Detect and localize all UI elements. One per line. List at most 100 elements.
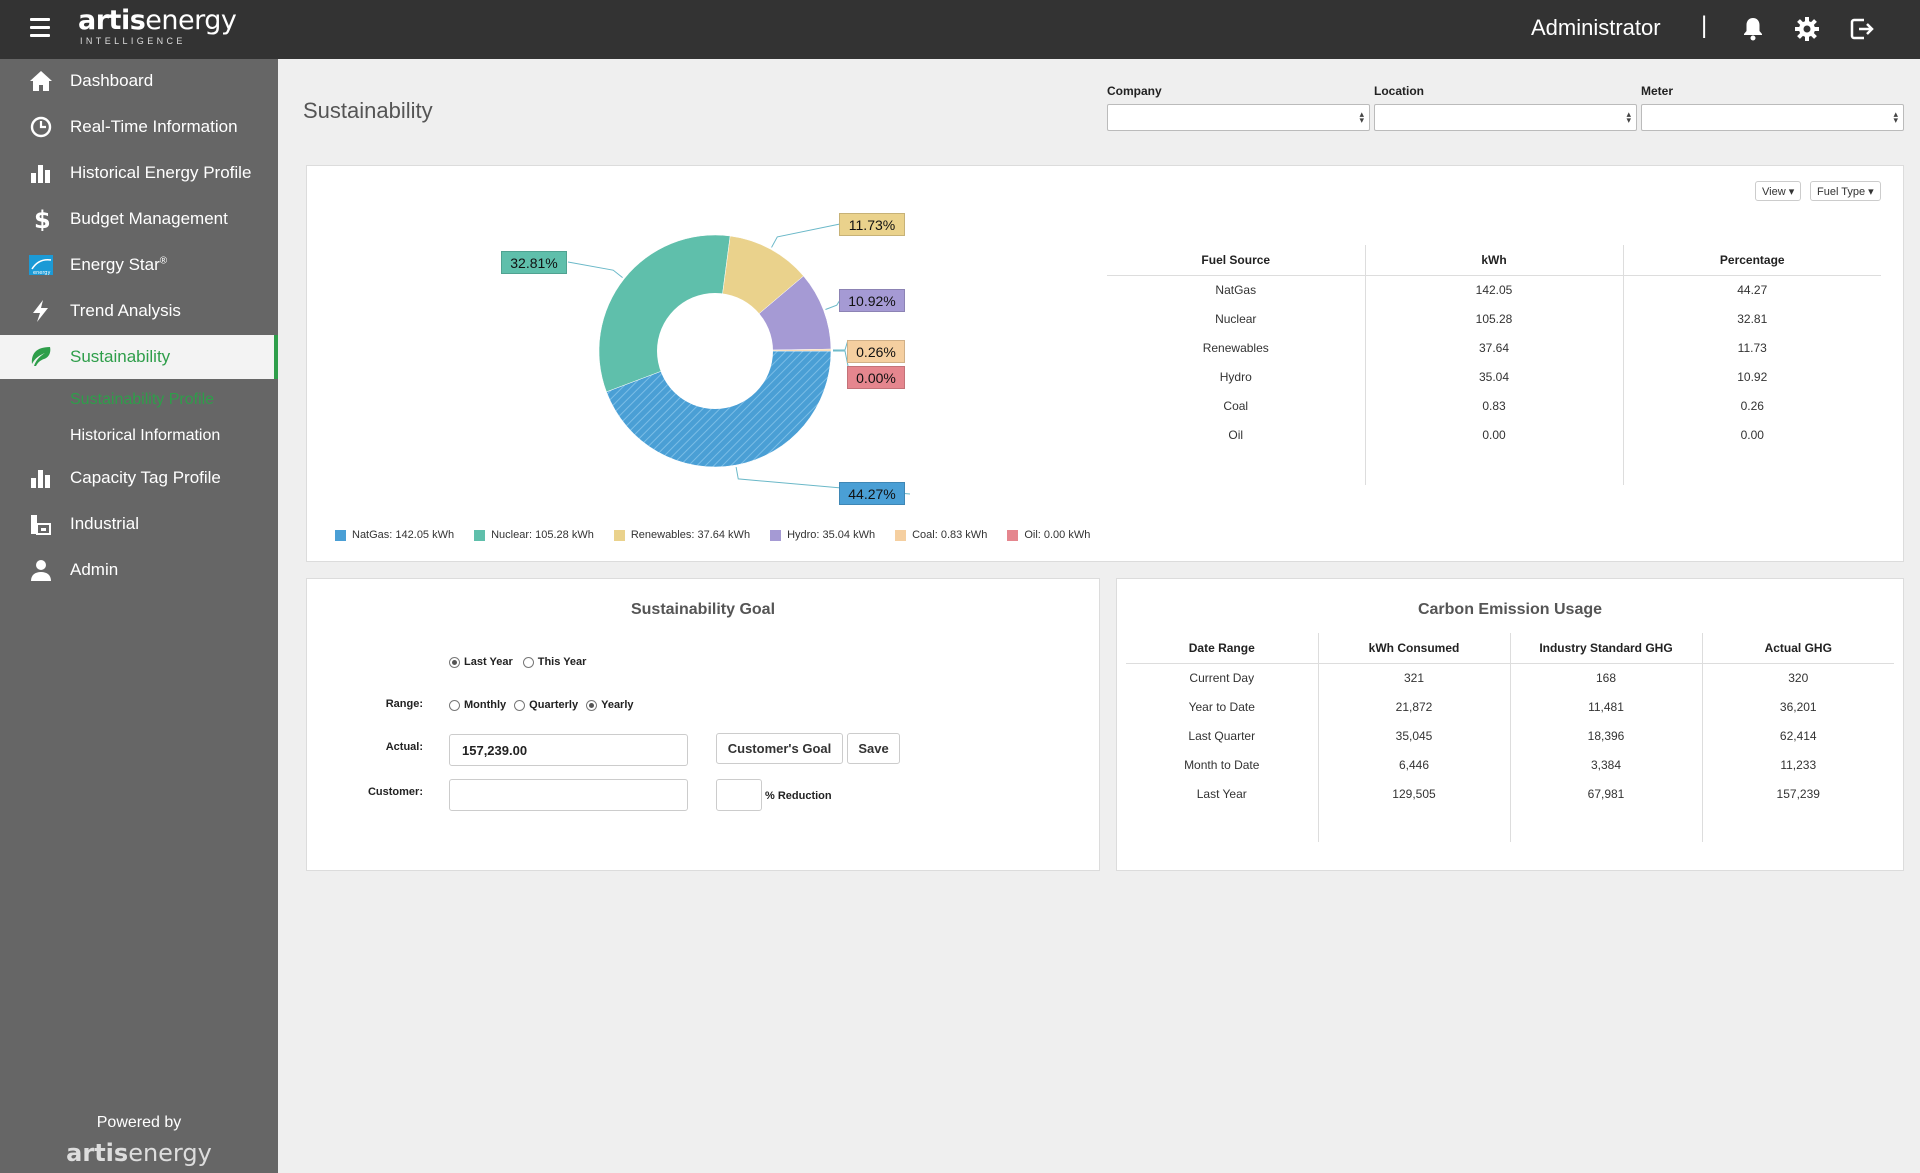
customer-label: Customer: — [367, 786, 423, 798]
table-cell: 0.26 — [1622, 391, 1881, 420]
meter-label: Meter — [1641, 84, 1674, 98]
radio-label: Yearly — [601, 699, 634, 711]
sidebar-item-label: Industrial — [70, 514, 139, 533]
donut-slice-natgas[interactable] — [606, 350, 832, 468]
legend-item-natgas[interactable]: NatGas: 142.05 kWh — [335, 529, 454, 541]
leader-line-renewables — [771, 223, 841, 248]
select-arrows-icon: ▴ ▾ — [1359, 109, 1364, 125]
hamburger-menu-icon[interactable] — [30, 18, 50, 38]
sidebar-item-historical-energy-profile[interactable]: Historical Energy Profile — [0, 151, 275, 195]
customer-input[interactable] — [449, 779, 688, 811]
legend-swatch — [613, 529, 625, 541]
bell-icon[interactable] — [1738, 14, 1768, 44]
legend-text: Oil: 0.00 kWh — [1024, 529, 1091, 541]
radio-label: Monthly — [464, 699, 507, 711]
quarterly-radio[interactable] — [514, 699, 526, 711]
svg-text:$: $ — [34, 207, 51, 231]
sidebar-item-label: Dashboard — [70, 71, 154, 90]
table-row: NatGas 142.05 44.27 — [1107, 275, 1881, 304]
gear-icon[interactable] — [1792, 14, 1822, 44]
table-cell: Coal — [1223, 398, 1249, 413]
bar-chart-icon — [28, 466, 54, 490]
hydro-percent-label: 10.92% — [839, 289, 905, 312]
table-cell: 18,396 — [1509, 721, 1702, 750]
table-cell: 32.81 — [1622, 304, 1881, 333]
legend-text: Nuclear: 105.28 kWh — [491, 529, 594, 541]
legend-item-coal[interactable]: Coal: 0.83 kWh — [895, 529, 987, 541]
bar-chart-icon — [28, 161, 54, 185]
customers-goal-button[interactable]: Customer's Goal — [716, 733, 843, 764]
table-cell: Last Year — [1196, 786, 1247, 801]
svg-text:energy: energy — [33, 270, 50, 276]
natgas-percent-label: 44.27% — [839, 482, 905, 505]
leader-line-hydro — [825, 299, 841, 310]
sidebar-item-admin[interactable]: Admin — [0, 548, 275, 592]
table-cell: 37.64 — [1364, 333, 1623, 362]
table-cell: 157,239 — [1701, 779, 1894, 808]
legend-item-oil[interactable]: Oil: 0.00 kWh — [1007, 529, 1090, 541]
sidebar-item-label: Real-Time Information — [70, 117, 238, 136]
powered-by-text: Powered by — [96, 1114, 182, 1131]
table-cell: 105.28 — [1364, 304, 1623, 333]
user-name[interactable]: Administrator — [1531, 15, 1661, 40]
table-cell: Last Quarter — [1188, 728, 1256, 743]
sidebar-item-real-time-information[interactable]: Real-Time Information — [0, 105, 275, 149]
table-row: Current Day 321 168 320 — [1126, 663, 1894, 692]
carbon-emission-title: Carbon Emission Usage — [1417, 601, 1603, 618]
artis-energy-logo[interactable]: artisenergy INTELLIGENCE — [78, 5, 237, 47]
table-cell: 11,233 — [1701, 750, 1894, 779]
sidebar-item-dashboard[interactable]: Dashboard — [0, 59, 275, 103]
fuel-type-dropdown-button[interactable]: Fuel Type ▾ — [1810, 181, 1881, 201]
sidebar-subitem-historical-information[interactable]: Historical Information — [70, 427, 221, 444]
logout-icon[interactable] — [1846, 14, 1876, 44]
sidebar-item-sustainability[interactable]: Sustainability — [0, 335, 278, 379]
legend-item-hydro[interactable]: Hydro: 35.04 kWh — [770, 529, 875, 541]
table-spacer-row — [1107, 449, 1881, 485]
this-year-radio[interactable] — [522, 656, 534, 668]
sidebar-item-trend-analysis[interactable]: Trend Analysis — [0, 289, 275, 333]
actual-input[interactable] — [449, 734, 688, 766]
period-radio-group: Last Year This Year — [449, 656, 586, 668]
table-row: Last Year 129,505 67,981 157,239 — [1126, 779, 1894, 808]
chart-legend: NatGas: 142.05 kWh Nuclear: 105.28 kWh R… — [335, 529, 1110, 541]
clock-icon — [28, 115, 54, 139]
view-dropdown-button[interactable]: View ▾ — [1755, 181, 1802, 201]
sidebar-item-label: Sustainability — [70, 347, 171, 366]
sidebar-item-label: Historical Energy Profile — [70, 163, 252, 182]
leader-line-coal — [832, 339, 849, 351]
leader-line-oil — [833, 350, 849, 367]
range-label: Range: — [385, 698, 423, 710]
footer-logo: artisenergy — [0, 1139, 278, 1167]
last-year-radio[interactable] — [449, 656, 460, 668]
legend-item-nuclear[interactable]: Nuclear: 105.28 kWh — [474, 529, 594, 541]
sidebar-item-energy-star[interactable]: energy Energy Star® — [0, 243, 275, 287]
sidebar-item-budget-management[interactable]: $ Budget Management — [0, 197, 275, 241]
radio-label: Quarterly — [529, 699, 579, 711]
table-cell: 44.27 — [1622, 275, 1881, 304]
oil-percent-label: 0.00% — [847, 366, 905, 389]
legend-item-renewables[interactable]: Renewables: 37.64 kWh — [613, 529, 750, 541]
location-select[interactable]: ▴ ▾ — [1374, 104, 1637, 131]
table-cell: Year to Date — [1188, 699, 1255, 714]
meter-select[interactable]: ▴ ▾ — [1641, 104, 1904, 131]
table-header-row: Fuel Source kWh Percentage — [1107, 245, 1881, 276]
table-cell: 35.04 — [1364, 362, 1623, 391]
column-header: kWh Consumed — [1317, 633, 1510, 664]
nuclear-percent-label: 32.81% — [501, 251, 567, 274]
reduction-label: % Reduction — [765, 790, 832, 802]
table-cell: 129,505 — [1317, 779, 1510, 808]
sidebar-item-capacity-tag-profile[interactable]: Capacity Tag Profile — [0, 456, 275, 500]
logo-rest-text: energy — [145, 5, 237, 36]
save-button[interactable]: Save — [847, 733, 900, 764]
fuel-donut-chart — [567, 223, 911, 495]
column-header: Fuel Source — [1107, 245, 1365, 276]
sidebar-item-industrial[interactable]: Industrial — [0, 502, 275, 546]
logo-bold-text: artis — [78, 5, 146, 36]
table-row: Renewables 37.64 11.73 — [1107, 333, 1881, 362]
yearly-radio[interactable] — [586, 699, 598, 711]
reduction-input[interactable] — [716, 779, 762, 811]
sidebar-item-label: Energy Star® — [70, 255, 167, 275]
monthly-radio[interactable] — [449, 699, 460, 711]
company-select[interactable]: ▴ ▾ — [1107, 104, 1370, 131]
sidebar-subitem-sustainability-profile[interactable]: Sustainability Profile — [70, 391, 215, 408]
